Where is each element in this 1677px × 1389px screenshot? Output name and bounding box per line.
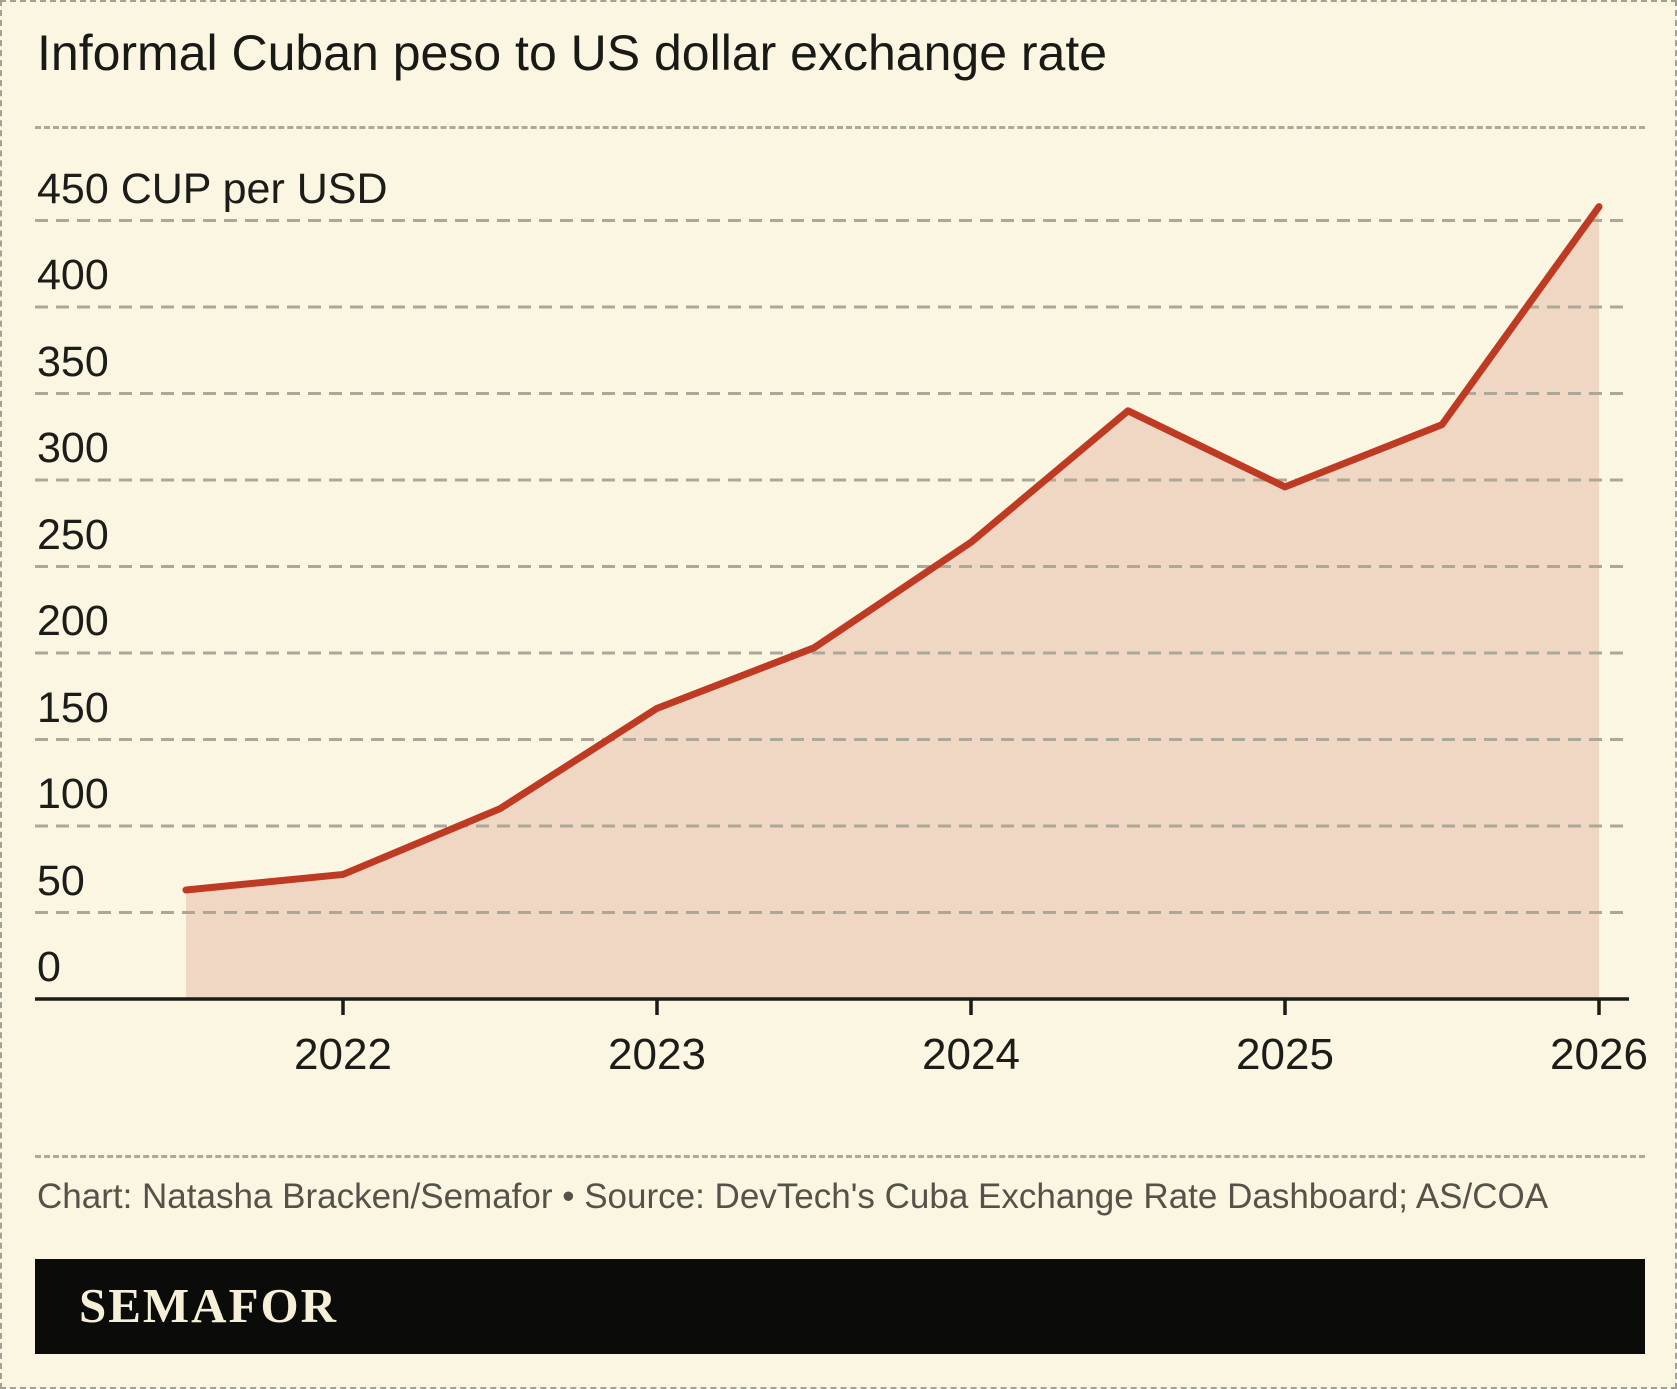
area-fill — [186, 206, 1599, 999]
y-axis-label-50: 50 — [37, 856, 85, 905]
x-axis-label-2024: 2024 — [922, 1030, 1020, 1079]
header-divider — [35, 126, 1645, 129]
y-axis-label-400: 400 — [37, 251, 109, 299]
y-axis-label-200: 200 — [37, 597, 109, 645]
exchange-rate-line — [182, 203, 1603, 894]
brand-bar: SEMAFOR — [35, 1259, 1645, 1354]
y-axis-label-100: 100 — [37, 770, 109, 818]
y-axis-label-350: 350 — [37, 337, 109, 386]
footer-divider — [35, 1155, 1645, 1158]
x-axis-label-2025: 2025 — [1236, 1030, 1334, 1079]
x-axis-label-2023: 2023 — [608, 1030, 706, 1079]
credit-line: Chart: Natasha Bracken/Semafor • Source:… — [37, 1177, 1549, 1216]
chart-title: Informal Cuban peso to US dollar exchang… — [37, 25, 1108, 81]
x-axis-label-2026: 2026 — [1550, 1030, 1648, 1079]
y-axis-label-300: 300 — [37, 424, 109, 472]
y-axis-label-150: 150 — [37, 683, 109, 732]
y-axis-label-0: 0 — [37, 943, 61, 991]
semafor-logo: SEMAFOR — [79, 1277, 338, 1333]
y-axis-label-450: 450 CUP per USD — [37, 164, 388, 213]
x-axis-label-2022: 2022 — [294, 1030, 392, 1079]
y-axis-label-250: 250 — [37, 510, 109, 559]
